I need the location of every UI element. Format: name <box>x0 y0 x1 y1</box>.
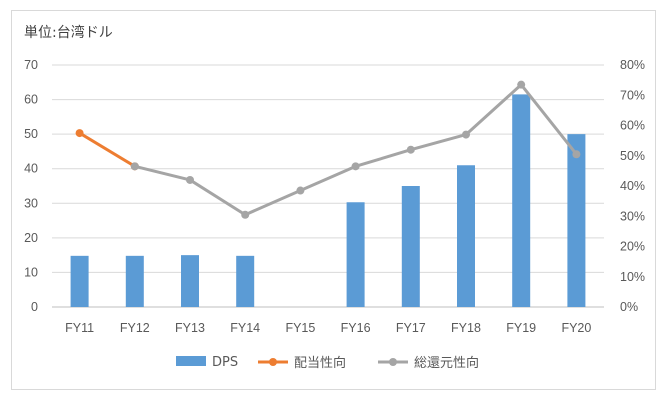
dps-bar <box>236 255 255 307</box>
x-tick-label: FY12 <box>120 321 150 335</box>
dps-bar <box>567 134 586 307</box>
left-tick-label: 20 <box>24 231 38 245</box>
line-point <box>241 210 250 219</box>
x-tick-label: FY16 <box>341 321 371 335</box>
x-tick-label: FY17 <box>396 321 426 335</box>
x-tick-label: FY20 <box>561 321 591 335</box>
legend-swatch-dps <box>176 356 206 366</box>
left-tick-label: 40 <box>24 162 38 176</box>
left-tick-label: 50 <box>24 127 38 141</box>
x-tick-label: FY14 <box>230 321 260 335</box>
legend-label: 総還元性向 <box>414 355 479 371</box>
dps-bar <box>346 202 365 307</box>
right-tick-label: 80% <box>620 58 645 72</box>
line-point <box>517 80 526 89</box>
right-tick-label: 0% <box>620 300 638 314</box>
left-tick-label: 30 <box>24 196 38 210</box>
dps-bar <box>457 165 475 307</box>
line-point <box>186 175 194 184</box>
total-return-ratio-line <box>134 83 578 217</box>
legend-label: 配当性向 <box>294 355 346 371</box>
x-tick-label: FY15 <box>285 321 315 335</box>
right-tick-label: 40% <box>620 179 645 193</box>
dps-bar <box>181 255 199 307</box>
unit-label: 単位:台湾ドル <box>24 25 113 41</box>
ratio-lines <box>75 80 581 219</box>
legend-swatch-point <box>389 358 397 366</box>
x-axis-ticks: FY11 FY12 FY13 FY14 FY15 FY16 FY17 FY18 FY19 FY20 <box>65 321 591 335</box>
right-tick-label: 10% <box>620 270 645 284</box>
dps-bar <box>125 255 144 307</box>
chart-frame <box>11 10 656 390</box>
line-point <box>351 162 360 171</box>
right-tick-label: 50% <box>620 149 645 163</box>
right-tick-label: 70% <box>620 88 645 102</box>
x-tick-label: FY11 <box>65 321 94 335</box>
right-tick-label: 30% <box>620 209 645 223</box>
right-tick-label: 20% <box>620 240 645 254</box>
right-axis-ticks: 0% 10% 20% 30% 40% 50% 60% 70% 80% <box>620 58 645 314</box>
dps-bar <box>401 186 420 307</box>
left-tick-label: 60 <box>24 93 38 107</box>
left-tick-label: 10 <box>24 265 38 279</box>
x-tick-label: FY13 <box>175 321 205 335</box>
dps-bars <box>70 94 586 307</box>
right-tick-label: 60% <box>620 119 645 133</box>
dps-bar <box>70 255 89 307</box>
line-point <box>572 150 581 159</box>
left-axis-ticks: 0 10 20 30 40 50 60 70 <box>24 58 38 314</box>
legend: DPS 配当性向 総還元性向 <box>176 355 479 371</box>
legend-swatch-point <box>269 358 277 366</box>
line-point <box>130 162 139 171</box>
left-tick-label: 70 <box>24 58 38 72</box>
x-tick-label: FY19 <box>506 321 536 335</box>
line-point <box>462 130 470 139</box>
dps-bar <box>512 94 531 307</box>
line-point <box>406 145 415 154</box>
line-point <box>296 186 305 195</box>
legend-label: DPS <box>212 355 238 370</box>
payout-ratio-line <box>78 131 136 168</box>
x-tick-label: FY18 <box>451 321 481 335</box>
left-tick-label: 0 <box>31 300 38 314</box>
line-point <box>75 129 84 138</box>
